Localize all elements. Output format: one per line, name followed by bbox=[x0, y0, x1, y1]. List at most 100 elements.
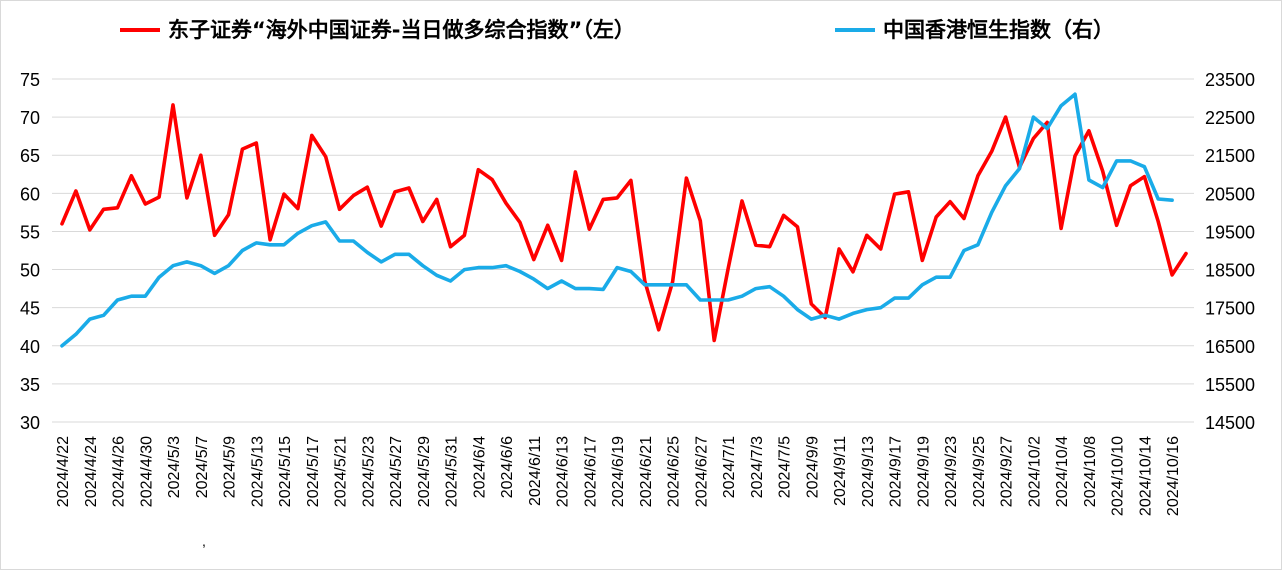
data-point bbox=[199, 264, 202, 267]
data-point bbox=[671, 280, 674, 283]
data-point bbox=[255, 241, 258, 245]
data-point bbox=[102, 314, 105, 317]
legend-label-series-2: 中国香港恒生指数（右） bbox=[883, 18, 1114, 42]
data-point bbox=[380, 260, 383, 264]
data-point bbox=[740, 199, 744, 203]
data-point bbox=[629, 270, 633, 273]
x-tick-label: 2024/6/13 bbox=[555, 436, 572, 507]
y-left-tick-label: 40 bbox=[20, 337, 40, 357]
data-point bbox=[518, 221, 522, 224]
data-point bbox=[588, 287, 591, 290]
data-point bbox=[851, 270, 855, 273]
x-tick-label: 2024/6/21 bbox=[638, 436, 655, 507]
legend: 东子证券“海外中国证券-当日做多综合指数”（左） 中国香港恒生指数（右） bbox=[120, 18, 1114, 42]
y-right-tick-label: 22500 bbox=[1205, 108, 1255, 128]
data-point bbox=[185, 196, 189, 200]
data-point bbox=[366, 186, 369, 189]
y-axis-left: 30 35 40 45 50 55 60 65 70 75 bbox=[20, 70, 40, 433]
x-tick-label: 2024/10/4 bbox=[1054, 436, 1071, 507]
y-left-tick-label: 60 bbox=[20, 184, 40, 204]
data-point bbox=[948, 200, 952, 203]
y-left-tick-label: 45 bbox=[20, 299, 40, 319]
data-point bbox=[491, 266, 494, 269]
data-point bbox=[449, 279, 452, 283]
data-point bbox=[1170, 199, 1174, 202]
data-point bbox=[88, 317, 92, 321]
data-point bbox=[1073, 93, 1077, 96]
data-point bbox=[199, 154, 202, 157]
data-point bbox=[338, 208, 341, 211]
x-tick-label: 2024/7/3 bbox=[749, 436, 766, 498]
x-tick-label: 2024/4/26 bbox=[111, 436, 128, 507]
data-point bbox=[948, 276, 952, 279]
data-point bbox=[518, 270, 522, 273]
x-tick-label: 2024/10/16 bbox=[1165, 436, 1182, 516]
data-point bbox=[393, 190, 397, 193]
data-point bbox=[282, 243, 286, 246]
data-point bbox=[171, 264, 175, 267]
y-right-tick-label: 15500 bbox=[1205, 375, 1255, 395]
data-point bbox=[504, 202, 508, 205]
data-point bbox=[74, 333, 78, 336]
data-point bbox=[643, 283, 646, 286]
data-point bbox=[1129, 159, 1132, 163]
data-point bbox=[865, 234, 868, 237]
data-point bbox=[935, 215, 938, 219]
y-left-tick-label: 55 bbox=[20, 222, 40, 242]
data-point bbox=[907, 190, 910, 193]
y-left-tick-label: 35 bbox=[20, 375, 40, 395]
data-point bbox=[657, 283, 660, 286]
x-tick-label: 2024/9/19 bbox=[915, 436, 932, 507]
data-point bbox=[338, 239, 341, 243]
x-tick-label: 2024/5/31 bbox=[444, 436, 461, 507]
data-point bbox=[768, 245, 771, 248]
data-point bbox=[546, 224, 549, 227]
x-tick-label: 2024/9/17 bbox=[888, 436, 905, 507]
x-tick-label: 2024/10/10 bbox=[1110, 436, 1127, 516]
data-point bbox=[1115, 159, 1118, 163]
data-point bbox=[685, 176, 688, 180]
data-point bbox=[1004, 184, 1007, 187]
data-point bbox=[699, 298, 702, 302]
data-point bbox=[157, 195, 161, 199]
data-point bbox=[421, 220, 424, 223]
data-point bbox=[851, 312, 855, 315]
x-tick-label: 2024/5/29 bbox=[416, 436, 433, 507]
y-left-tick-label: 65 bbox=[20, 146, 40, 166]
x-tick-label: 2024/7/5 bbox=[777, 436, 794, 498]
data-point bbox=[1101, 186, 1104, 189]
y-left-tick-label: 50 bbox=[20, 261, 40, 281]
data-point bbox=[1157, 220, 1160, 223]
series-1-points bbox=[60, 103, 1188, 342]
x-tick-label: 2024/5/13 bbox=[249, 436, 266, 507]
data-point bbox=[1184, 252, 1188, 255]
data-point bbox=[463, 234, 466, 237]
x-tick-label: 2024/9/13 bbox=[860, 436, 877, 507]
data-point bbox=[241, 249, 244, 252]
data-point bbox=[171, 103, 175, 107]
data-point bbox=[352, 239, 355, 243]
data-point bbox=[213, 272, 216, 275]
data-point bbox=[532, 277, 535, 281]
data-point bbox=[491, 178, 494, 181]
data-point bbox=[296, 232, 300, 235]
data-point bbox=[74, 189, 78, 193]
data-point bbox=[407, 186, 411, 190]
data-point bbox=[532, 258, 535, 261]
data-point bbox=[824, 314, 827, 317]
x-tick-label: 2024/5/15 bbox=[277, 436, 294, 507]
data-point bbox=[990, 211, 993, 214]
x-tick-label: 2024/6/11 bbox=[527, 436, 544, 506]
x-tick-label: 2024/9/25 bbox=[971, 436, 988, 507]
data-point bbox=[352, 194, 355, 197]
y-left-tick-label: 75 bbox=[20, 70, 40, 90]
data-point bbox=[685, 283, 688, 286]
data-point bbox=[268, 238, 272, 241]
x-tick-label: 2024/5/17 bbox=[305, 436, 322, 507]
data-point bbox=[768, 285, 771, 288]
x-tick-label: 2024/7/1 bbox=[721, 436, 738, 498]
x-tick-label: 2024/9/9 bbox=[804, 436, 821, 498]
data-point bbox=[1046, 121, 1049, 124]
